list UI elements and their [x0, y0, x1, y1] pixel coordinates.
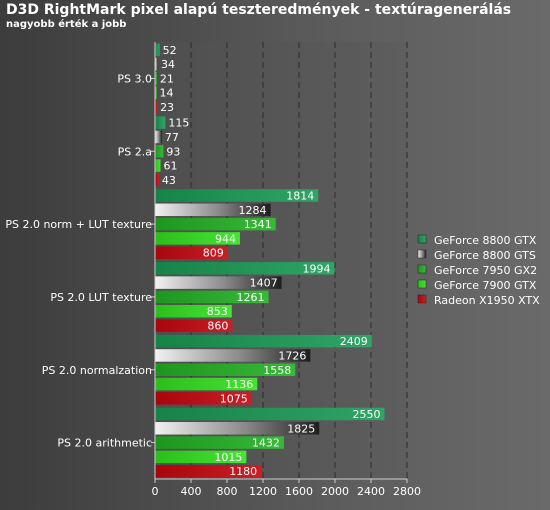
data-label: 1015: [214, 451, 242, 464]
bar: [155, 334, 372, 348]
data-label: 52: [163, 44, 177, 57]
data-label: 853: [207, 305, 228, 318]
legend: GeForce 8800 GTX GeForce 8800 GTS GeForce …: [417, 234, 540, 307]
data-label: 1407: [250, 277, 278, 290]
bar: [155, 304, 232, 318]
bar: [155, 145, 164, 158]
bar: [155, 262, 335, 275]
data-label: 34: [161, 58, 175, 71]
data-label: 1432: [252, 437, 280, 450]
bar: [155, 450, 247, 464]
data-label: 944: [215, 232, 236, 245]
category-label: PS 2.a: [118, 145, 152, 158]
plot-area: [155, 42, 407, 479]
bar: [155, 407, 385, 421]
grid-lines: [190, 42, 408, 479]
x-tick-label: 800: [217, 485, 238, 498]
bar: [155, 217, 276, 231]
data-label: 1261: [236, 291, 264, 304]
data-label: 2550: [353, 408, 381, 421]
bar: [155, 422, 320, 435]
x-tick-label: 400: [181, 485, 202, 498]
bar: [155, 72, 157, 85]
data-label: 23: [160, 101, 174, 114]
data-label: 115: [168, 117, 189, 130]
category-label: PS 2.0 LUT texture: [50, 291, 152, 304]
category-label: PS 2.0 arithmetic: [57, 437, 152, 450]
data-label: 809: [203, 247, 224, 260]
data-label: 1284: [239, 204, 267, 217]
chart-title: D3D RightMark pixel alapú teszteredménye…: [6, 2, 512, 18]
bar: [155, 436, 284, 449]
data-label: 14: [160, 87, 174, 100]
category-label: PS 2.0 normalzation: [42, 364, 152, 377]
data-label: 1136: [225, 378, 253, 391]
data-label: 1075: [220, 392, 248, 405]
data-label: 1341: [244, 218, 272, 231]
x-tick-label: 1200: [249, 485, 277, 498]
legend-swatch: [417, 264, 427, 274]
category-label: PS 2.0 norm + LUT texture: [5, 218, 152, 231]
data-label: 1814: [286, 189, 314, 202]
data-label: 1825: [287, 422, 315, 435]
legend-label: GeForce 7900 GTX: [434, 279, 537, 292]
legend-label: GeForce 7950 GX2: [434, 264, 537, 277]
legend-label: GeForce 8800 GTX: [434, 234, 537, 247]
bar: [155, 232, 240, 245]
data-label: 77: [165, 131, 179, 144]
data-label: 61: [163, 160, 177, 173]
bar: [155, 57, 159, 71]
bar: [155, 276, 282, 289]
bar: [155, 203, 271, 217]
legend-swatch: [417, 234, 427, 244]
bar: [155, 290, 269, 304]
bar: [155, 392, 252, 405]
axes: 0 400 800 1200 1600 2000 2400 2800 PS 3.0 PS 2.a P…: [5, 42, 421, 498]
data-label: 43: [162, 174, 176, 187]
data-label: 93: [166, 145, 180, 158]
data-label: 1180: [229, 465, 257, 478]
bar: [155, 319, 233, 332]
legend-swatch: [417, 294, 427, 304]
bar: [155, 43, 160, 57]
x-tick-label: 0: [152, 485, 159, 498]
x-tick-label: 2000: [321, 485, 349, 498]
category-label: PS 3.0: [117, 72, 152, 85]
bar: [155, 377, 258, 391]
legend-label: GeForce 8800 GTS: [434, 249, 536, 262]
data-label: 1558: [263, 364, 291, 377]
data-label: 2409: [340, 335, 368, 348]
data-label: 21: [160, 72, 174, 85]
data-label: 1726: [278, 349, 306, 362]
data-label: 1994: [302, 262, 330, 275]
bar: [155, 363, 296, 376]
bar: [155, 130, 162, 144]
legend-swatch: [417, 279, 427, 289]
chart-subtitle: nagyobb érték a jobb: [6, 19, 127, 30]
bar: [155, 349, 311, 362]
bar: [155, 86, 157, 99]
bar: [155, 173, 159, 187]
legend-label: Radeon X1950 XTX: [434, 294, 540, 307]
bar: [155, 159, 161, 172]
bar: [155, 246, 228, 259]
bar: [155, 189, 319, 202]
data-label: 860: [207, 320, 228, 333]
bar: [155, 100, 158, 114]
legend-swatch: [417, 249, 427, 259]
x-tick-label: 2800: [393, 485, 421, 498]
x-tick-label: 1600: [285, 485, 313, 498]
bar: [155, 116, 166, 129]
bar: [155, 464, 262, 478]
x-tick-label: 2400: [357, 485, 385, 498]
